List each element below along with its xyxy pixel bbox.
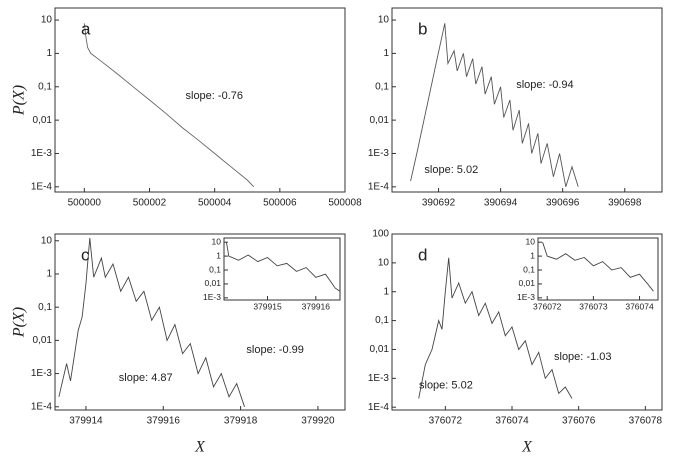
panel-label: a xyxy=(81,19,91,38)
y-tick-label: 0,1 xyxy=(209,264,221,274)
data-line xyxy=(225,242,341,292)
y-tick-label: 10 xyxy=(41,235,53,246)
x-axis-label: X xyxy=(521,439,533,456)
y-tick-label: 0,01 xyxy=(518,278,535,288)
x-tick-label: 379920 xyxy=(301,416,335,427)
y-tick-label: 1E-3 xyxy=(368,373,390,384)
panel-label: c xyxy=(81,245,90,264)
y-tick-label: 1E-3 xyxy=(203,292,221,302)
y-tick-label: 1E-3 xyxy=(31,368,53,379)
y-tick-label: 1 xyxy=(46,269,52,280)
y-tick-label: 10 xyxy=(378,15,390,26)
y-tick-label: 100 xyxy=(372,229,389,240)
y-tick-label: 0,01 xyxy=(370,344,390,355)
plot-frame xyxy=(391,233,663,411)
y-tick-label: 1 xyxy=(383,48,389,59)
x-tick-label: 500006 xyxy=(263,198,297,209)
y-tick-label: 0,1 xyxy=(38,81,52,92)
x-tick-label: 376072 xyxy=(429,416,463,427)
y-tick-label: 1E-3 xyxy=(517,292,535,302)
annotation: slope: -0.99 xyxy=(246,344,303,356)
x-tick-label: 379918 xyxy=(224,416,258,427)
plot-frame xyxy=(391,7,663,193)
y-tick-label: 1E-4 xyxy=(368,181,390,192)
inset-frame xyxy=(223,237,341,301)
x-tick-label: 379916 xyxy=(147,416,181,427)
x-tick-label: 376072 xyxy=(533,301,562,311)
y-tick-label: 0,1 xyxy=(523,264,535,274)
y-tick-label: 1E-3 xyxy=(368,148,390,159)
plot-frame xyxy=(54,7,346,193)
x-tick-label: 376073 xyxy=(579,301,608,311)
y-tick-label: 1 xyxy=(383,286,389,297)
x-tick-label: 500000 xyxy=(68,198,102,209)
x-tick-label: 376074 xyxy=(625,301,654,311)
y-tick-label: 1E-3 xyxy=(31,148,53,159)
data-line xyxy=(58,238,245,407)
x-tick-label: 390698 xyxy=(608,198,642,209)
y-tick-label: 0,01 xyxy=(370,115,390,126)
x-tick-label: 379915 xyxy=(253,301,282,311)
x-tick-label: 390692 xyxy=(422,198,456,209)
x-tick-label: 376076 xyxy=(562,416,596,427)
x-tick-label: 390696 xyxy=(546,198,580,209)
y-tick-label: 1 xyxy=(46,48,52,59)
annotation: slope: -0.94 xyxy=(516,79,573,91)
panel-label: d xyxy=(418,245,427,264)
y-tick-label: 0,1 xyxy=(38,302,52,313)
y-tick-label: 0,1 xyxy=(375,81,389,92)
y-tick-label: 10 xyxy=(526,236,536,246)
y-axis-label: P(X) xyxy=(11,85,28,116)
x-tick-label: 500002 xyxy=(133,198,167,209)
x-tick-label: 376078 xyxy=(629,416,663,427)
y-tick-label: 0,01 xyxy=(33,335,53,346)
x-tick-label: 500008 xyxy=(328,198,362,209)
y-tick-label: 10 xyxy=(378,258,390,269)
y-tick-label: 1E-4 xyxy=(368,402,390,413)
y-tick-label: 1E-4 xyxy=(31,181,53,192)
y-tick-label: 1 xyxy=(530,250,535,260)
x-tick-label: 390694 xyxy=(484,198,518,209)
inset-frame xyxy=(537,237,659,301)
x-tick-label: 379914 xyxy=(69,416,103,427)
y-tick-label: 10 xyxy=(41,15,53,26)
y-tick-label: 1 xyxy=(216,250,221,260)
panel-label: b xyxy=(418,19,427,38)
y-tick-label: 0,01 xyxy=(33,115,53,126)
plot-frame xyxy=(54,233,346,411)
x-tick-label: 379916 xyxy=(302,301,331,311)
y-tick-label: 0,1 xyxy=(375,315,389,326)
x-tick-label: 500004 xyxy=(198,198,232,209)
data-line xyxy=(410,23,579,187)
data-line xyxy=(83,23,255,188)
y-tick-label: 10 xyxy=(212,236,222,246)
annotation: slope: 5.02 xyxy=(419,379,473,391)
y-tick-label: 1E-4 xyxy=(31,401,53,412)
x-axis-label: X xyxy=(194,439,206,456)
y-tick-label: 0,01 xyxy=(204,278,221,288)
y-axis-label: P(X) xyxy=(11,307,28,338)
annotation: slope: -0.76 xyxy=(186,90,243,102)
data-line xyxy=(542,242,654,292)
annotation: slope: 5.02 xyxy=(424,164,478,176)
data-line xyxy=(418,257,573,399)
annotation: slope: 4.87 xyxy=(119,372,173,384)
annotation: slope: -1.03 xyxy=(554,351,611,363)
x-tick-label: 376074 xyxy=(495,416,529,427)
